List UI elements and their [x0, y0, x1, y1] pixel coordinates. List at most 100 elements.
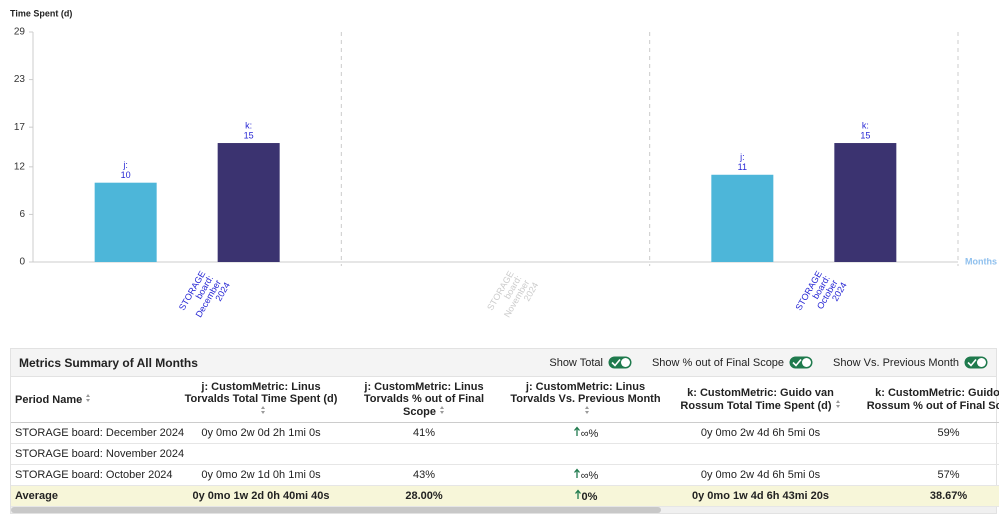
sort-icon[interactable]	[85, 393, 91, 403]
toggle: Show Vs. Previous Month	[833, 356, 988, 369]
cell-text: 0y 0mo 2w 4d 6h 5mi 0s	[700, 469, 821, 481]
table-cell: 28.00%	[345, 485, 503, 507]
value-label-series: k:	[862, 120, 869, 130]
column-header[interactable]: j: CustomMetric: Linus Torvalds Vs. Prev…	[503, 377, 668, 423]
value-label: 10	[121, 170, 131, 180]
chart: Time Spent (d) Months 0 6 12 17 23 29 STORAGE …	[10, 8, 997, 326]
value-label-series: k:	[245, 120, 252, 130]
y-tick-label: 0	[19, 257, 25, 268]
table-cell: 0y 0mo 2w 1d 0h 1mi 0s	[177, 464, 345, 486]
sort-icon[interactable]	[835, 399, 841, 409]
column-title: j: CustomMetric: Linus Torvalds Vs. Prev…	[510, 381, 661, 405]
summary-title: Metrics Summary of All Months	[19, 355, 198, 370]
y-tick-label: 29	[14, 27, 26, 38]
toggle-label: Show Vs. Previous Month	[833, 356, 959, 369]
table-cell: 0y 0mo 2w 0d 2h 1mi 0s	[177, 422, 345, 444]
column-header[interactable]: k: CustomMetric: Guido van Rossum % out …	[853, 377, 999, 423]
column-title: j: CustomMetric: Linus Torvalds Total Ti…	[184, 381, 338, 405]
y-tick-label: 23	[14, 74, 26, 85]
table-cell: 0y 0mo 1w 2d 0h 40mi 40s	[177, 485, 345, 507]
metrics-summary: Metrics Summary of All Months Show Total…	[10, 348, 999, 514]
table-cell: STORAGE board: October 2024	[11, 464, 177, 486]
bar	[94, 182, 157, 262]
toggle-switch[interactable]	[964, 356, 988, 369]
table-cell: 0%	[503, 485, 668, 507]
trend-arrow	[574, 489, 581, 499]
trend-arrow	[573, 426, 580, 436]
table-cell: 0y 0mo 2w 4d 6h 5mi 0s	[668, 464, 853, 486]
table-cell	[503, 443, 668, 465]
column-title: k: CustomMetric: Guido van Rossum % out …	[866, 387, 999, 412]
cell-text: 38.67%	[929, 490, 968, 502]
scrollbar[interactable]	[11, 507, 996, 513]
column-header[interactable]: k: CustomMetric: Guido van Rossum Total …	[668, 377, 853, 423]
cell-text: 28.00%	[405, 490, 443, 502]
toggle: Show % out of Final Scope	[652, 356, 813, 369]
cell-text: 57%	[937, 469, 960, 481]
table-cell: 43%	[345, 464, 503, 486]
sort-icon[interactable]	[439, 405, 445, 415]
column-header[interactable]: j: CustomMetric: Linus Torvalds % out of…	[345, 377, 503, 423]
table-cell: STORAGE board: December 2024	[11, 422, 184, 444]
table-cell: 0y 0mo 1w 4d 6h 43mi 20s	[668, 485, 853, 507]
x-tick-label: STORAGE board: December 2024	[177, 267, 232, 326]
sort-icon[interactable]	[584, 405, 590, 415]
bar	[711, 174, 774, 262]
cell-text: Average	[15, 490, 59, 502]
cell-text: ∞%	[580, 428, 599, 440]
cell-text: 43%	[412, 469, 436, 481]
toggle-label: Show Total	[549, 356, 603, 369]
table-cell	[345, 443, 503, 465]
value-label: 15	[244, 130, 254, 140]
bar	[834, 143, 897, 262]
y-tick-label: 12	[14, 161, 26, 172]
toggle-switch[interactable]	[608, 356, 632, 369]
x-tick-label: STORAGE board: November 2024	[485, 267, 540, 326]
y-axis-title: Time Spent (d)	[10, 8, 72, 18]
x-tick-label: STORAGE board: October 2024	[794, 267, 849, 326]
summary-header: Metrics Summary of All Months Show Total…	[11, 349, 996, 377]
cell-text: 0y 0mo 1w 2d 0h 40mi 40s	[192, 490, 330, 502]
table-cell: 41%	[345, 422, 503, 444]
sort-icon[interactable]	[260, 405, 266, 415]
table-cell: STORAGE board: November 2024	[11, 443, 184, 465]
cell-text: STORAGE board: November 2024	[15, 448, 185, 460]
value-label-series: j:	[739, 152, 745, 162]
table-cell: 59%	[853, 422, 999, 444]
cell-text: 59%	[937, 427, 960, 439]
table-cell	[668, 443, 853, 465]
column-header[interactable]: Period Name	[11, 377, 177, 423]
cell-text: 41%	[412, 427, 436, 439]
bar	[217, 143, 280, 262]
cell-text: 0y 0mo 2w 0d 2h 1mi 0s	[201, 427, 321, 439]
x-axis-title: Months	[965, 256, 997, 266]
y-tick-label: 6	[19, 209, 25, 220]
value-label: 11	[738, 162, 747, 172]
column-title: j: CustomMetric: Linus Torvalds % out of…	[363, 381, 485, 418]
value-label: 15	[860, 130, 870, 140]
table-row: STORAGE board: December 2024 0y 0mo 2w 0d…	[11, 422, 999, 444]
column-header[interactable]: j: CustomMetric: Linus Torvalds Total Ti…	[177, 377, 345, 423]
cell-text: ∞%	[580, 470, 599, 482]
y-tick-label: 17	[14, 122, 26, 133]
toggles: Show Total Show % out of Final Scope Show …	[529, 356, 988, 369]
column-title: Period Name	[15, 394, 83, 406]
table-cell: Average	[11, 485, 177, 507]
column-title: k: CustomMetric: Guido van Rossum Total …	[680, 387, 834, 412]
cell-text: 0y 0mo 1w 4d 6h 43mi 20s	[692, 490, 829, 502]
table-cell: 38.67%	[853, 485, 999, 507]
cell-text: 0y 0mo 2w 4d 6h 5mi 0s	[700, 427, 821, 439]
cell-text: 0%	[581, 491, 598, 503]
table-row: STORAGE board: November 2024	[11, 443, 999, 465]
toggle: Show Total	[549, 356, 632, 369]
toggle-label: Show % out of Final Scope	[651, 356, 785, 369]
table-cell: 0y 0mo 2w 4d 6h 5mi 0s	[668, 422, 853, 444]
value-label-series: j:	[122, 160, 128, 170]
table-cell: ∞%	[503, 464, 668, 486]
cell-text: 0y 0mo 2w 1d 0h 1mi 0s	[201, 469, 321, 481]
table-cell	[177, 443, 345, 465]
table-cell	[853, 443, 999, 465]
table-cell: 57%	[853, 464, 999, 486]
toggle-switch[interactable]	[789, 356, 813, 369]
